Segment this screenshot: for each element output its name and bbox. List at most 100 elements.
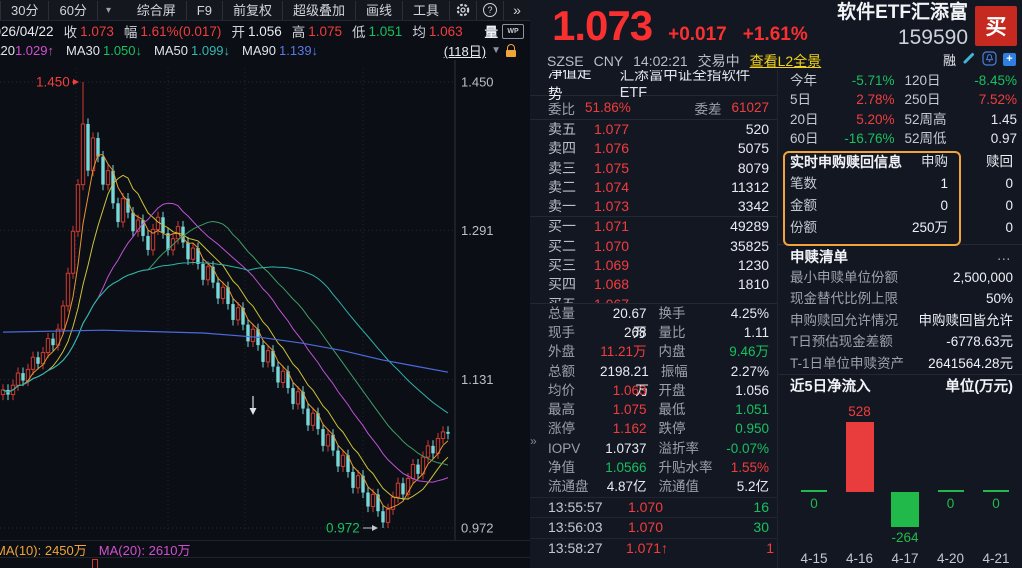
ask-row[interactable]: 卖一 1.073 3342: [548, 198, 770, 215]
creation-list-header: 申赎清单 …: [778, 245, 1022, 267]
flow-chart-element: 0: [946, 495, 955, 511]
bid-row[interactable]: 买二 1.070 35825: [548, 237, 770, 254]
stat-row: 总量 20.67万 换手 4.25%: [548, 305, 769, 340]
svg-text:1.450: 1.450: [461, 75, 494, 90]
time-and-sales: 13:55:57 1.070 16 13:56:03 1.070 30 13:5…: [530, 496, 777, 559]
pencil-icon[interactable]: [962, 51, 976, 68]
timeframe-dropdown-icon[interactable]: ▾: [105, 4, 111, 16]
last-price: 1.073: [552, 2, 653, 49]
currency-label: CNY: [593, 53, 624, 69]
ask-row[interactable]: 卖二 1.074 11312: [548, 178, 770, 195]
stat-row: 涨停 1.162 跌停 0.950: [548, 421, 769, 437]
avg-value: 1.063: [428, 23, 463, 39]
ask-row[interactable]: 卖三 1.075 8079: [548, 159, 770, 176]
performance-row: 今年 -5.71% 120日 -8.45%: [790, 72, 1017, 88]
chevron-down-icon: ▼: [491, 45, 501, 56]
order-imbalance-row: 委比 51.86% 委差 61027: [530, 96, 777, 120]
settings-gear-icon[interactable]: [450, 0, 477, 20]
market-status-row: SZSE CNY 14:02:21 交易中 查看L2全景: [547, 51, 821, 71]
ma90-value: 1.139↓: [279, 43, 319, 58]
toolbar-more-icon[interactable]: »: [513, 2, 521, 18]
toolbar-menu-item[interactable]: 超级叠加: [283, 0, 356, 20]
subpanel-nav: 净值走势 汇添富中证全指软件ETF: [530, 70, 777, 103]
exchange-label: SZSE: [547, 53, 584, 69]
toolbar-menu-item[interactable]: 前复权: [223, 0, 283, 20]
collapse-panel-handle[interactable]: »: [530, 434, 537, 448]
tab-nav-trend[interactable]: 净值走势: [548, 70, 592, 103]
bid-levels: 买一 1.071 49289 买二 1.070 35825 买三 1.069 1230 买四…: [530, 217, 777, 294]
volume-bar: [92, 559, 98, 568]
performance-row: 60日 -16.76% 52周低 0.97: [790, 131, 1017, 146]
flow-date-label: 4-20: [936, 550, 965, 566]
flow-chart-element: [845, 421, 874, 492]
flow-chart-element: [891, 491, 919, 527]
stat-row: 净值 1.0566 升贴水率 1.55%: [548, 460, 769, 476]
bid-row[interactable]: 买三 1.069 1230: [548, 257, 770, 274]
help-icon[interactable]: ?: [477, 0, 504, 20]
stat-row: 最高 1.075 最低 1.051: [548, 402, 769, 418]
close-value: 1.073: [80, 23, 114, 39]
ask-row[interactable]: 卖五 1.077 520: [548, 121, 770, 137]
volume-pane-clipped: [0, 557, 530, 568]
toolbar-menu-item[interactable]: 工具: [403, 0, 450, 20]
help-question-glyph: ?: [483, 3, 497, 17]
ma50-value: 1.099↓: [191, 43, 231, 58]
period-value: (118日): [443, 44, 487, 59]
creation-list-row: T日预估现金差额 -6778.63元: [790, 334, 1013, 350]
net-inflow-header: 近5日净流入 单位(万元): [778, 376, 1022, 396]
rt-col-subscribe: 申购: [921, 154, 948, 169]
high-label: 高: [291, 25, 306, 40]
high-value: 1.075: [308, 23, 343, 39]
underlying-fund-name[interactable]: 汇添富中证全指软件ETF: [619, 70, 751, 101]
view-l2-link[interactable]: 查看L2全景: [749, 53, 822, 69]
stat-row: 均价 1.063 开盘 1.056: [548, 382, 769, 398]
margin-flag[interactable]: 融: [942, 53, 956, 68]
svg-text:1.291: 1.291: [461, 223, 494, 238]
timeframe-60min-button[interactable]: 60分: [49, 0, 98, 20]
low-value: 1.051: [368, 23, 403, 39]
quote-stats: 总量 20.67万 换手 4.25% 现手 268 量比 1.11 外盘 11.…: [530, 304, 777, 497]
creation-list-row: 申购赎回允许情况 申购赎回皆允许: [790, 312, 1013, 328]
ask-levels: 卖五 1.077 520 卖四 1.076 5075 卖三 1.075 8079 卖二 1.0…: [530, 120, 777, 216]
toolbar-menu-item[interactable]: 综合屏: [127, 0, 187, 20]
weicha-value: 61027: [731, 100, 769, 115]
wp-window-icon[interactable]: WP: [502, 23, 524, 39]
ma30-value: 1.050↓: [102, 43, 143, 58]
rt-data-row: 份额 250万 0: [790, 220, 1013, 235]
ma30-label: MA30: [66, 43, 100, 58]
period-selector[interactable]: (118日) ▼: [444, 41, 518, 60]
bid5-row-clipped[interactable]: 买五 1.067: [530, 295, 777, 303]
creation-list-row: 最小申赎单位份额 2,500,000: [790, 270, 1013, 285]
performance-grid: 今年 -5.71% 120日 -8.45% 5日 2.78% 250日 7.52…: [778, 71, 1022, 149]
svg-text:0.972: 0.972: [326, 521, 360, 536]
unlock-icon[interactable]: [506, 43, 518, 58]
toolbar-menu-item[interactable]: F9: [187, 0, 223, 20]
flow-chart-element: 0: [992, 495, 1000, 511]
performance-row: 20日 5.20% 52周高 1.45: [790, 111, 1017, 127]
timeframe-30min-button[interactable]: 30分: [0, 0, 50, 20]
creation-list-title: 申赎清单: [790, 249, 848, 266]
tick-row: 13:58:27 1.071↑ 1: [530, 538, 777, 559]
rt-section-title: 实时申购赎回信息: [790, 154, 902, 170]
kline-chart[interactable]: 1.450 1.291 1.131 0.972 1.450 0.972: [0, 60, 530, 540]
flow-chart-element: [801, 489, 827, 492]
security-name: 软件ETF汇添富: [837, 2, 968, 23]
bid-row[interactable]: 买一 1.071 49289: [548, 218, 770, 235]
ask-row[interactable]: 卖四 1.076 5075: [548, 140, 770, 157]
volume-ma-row: MA(10): 2450万 MA(20): 2610万: [0, 540, 530, 558]
buy-button[interactable]: 买: [975, 6, 1017, 46]
volume-ma10-value: MA(10): 2450万: [0, 542, 87, 558]
bar-date: 2026/04/22: [0, 23, 54, 39]
amplitude-value: 1.61%(0.017): [140, 23, 222, 39]
alert-bell-icon[interactable]: [982, 50, 997, 69]
toolbar-menu-item[interactable]: 画线: [356, 0, 403, 20]
flow-chart-element: [983, 489, 1009, 492]
flow-chart-element: 0: [810, 495, 818, 511]
quote-time: 14:02:21: [633, 53, 688, 69]
add-to-watchlist-icon[interactable]: +: [1003, 53, 1016, 66]
security-name-block: 软件ETF汇添富 159590: [837, 2, 968, 49]
bid-row[interactable]: 买四 1.068 1810: [548, 276, 770, 293]
more-ellipsis-icon[interactable]: …: [996, 248, 1013, 264]
stat-row: IOPV 1.0737 溢折率 -0.07%: [548, 440, 769, 456]
ma90-label: MA90: [242, 43, 277, 58]
